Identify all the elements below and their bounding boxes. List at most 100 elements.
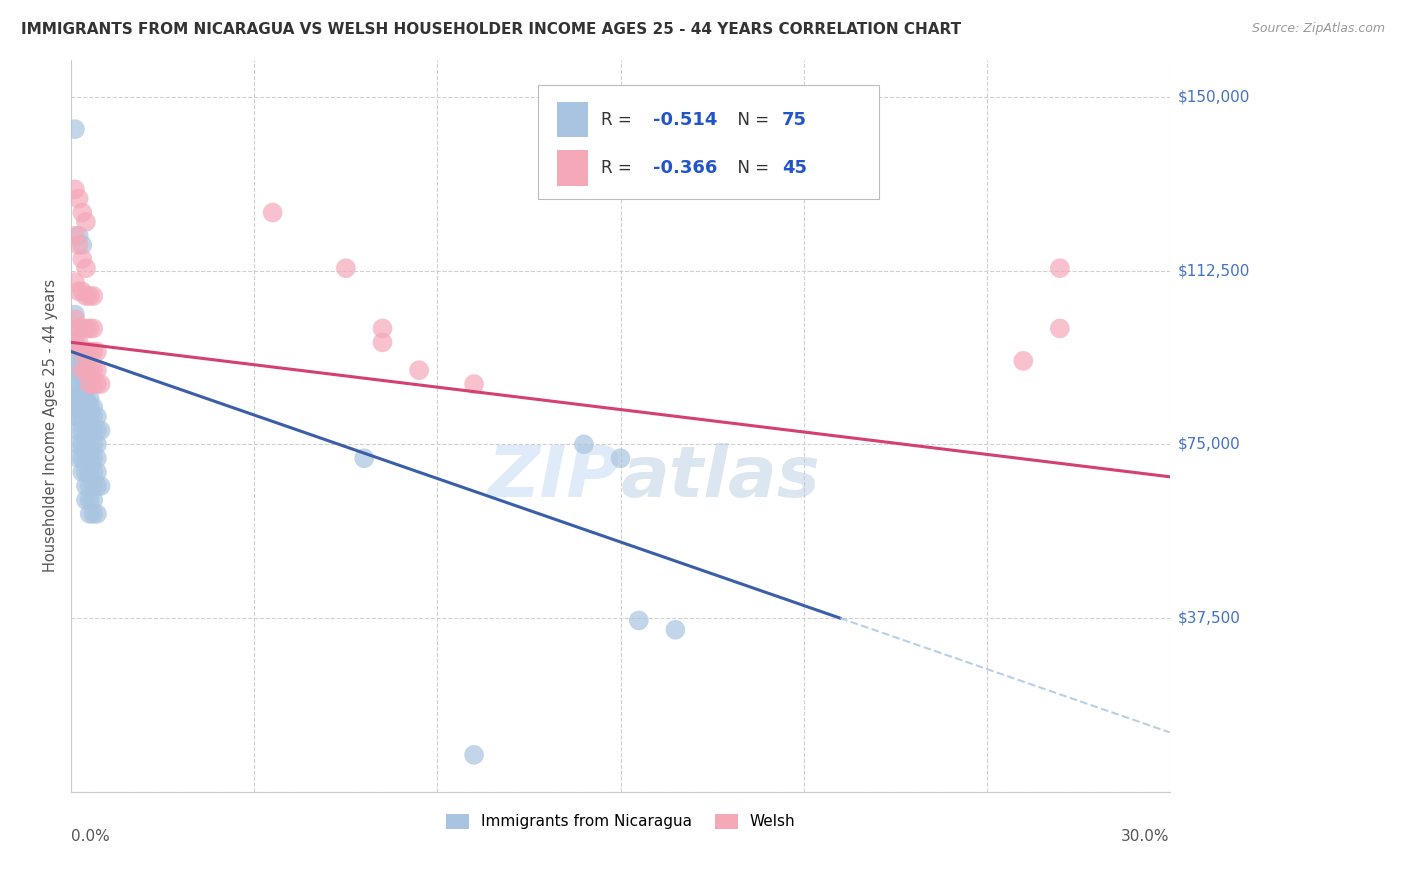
Point bbox=[335, 261, 357, 276]
Text: -0.514: -0.514 bbox=[654, 111, 718, 128]
Point bbox=[63, 401, 86, 415]
Point bbox=[82, 363, 104, 377]
Point bbox=[67, 409, 90, 424]
Point bbox=[79, 424, 101, 438]
Point bbox=[63, 312, 86, 326]
Point bbox=[90, 377, 112, 392]
Point bbox=[63, 335, 86, 350]
Point bbox=[72, 354, 94, 368]
Point bbox=[82, 492, 104, 507]
Point bbox=[72, 437, 94, 451]
Point bbox=[72, 382, 94, 396]
Point bbox=[75, 479, 97, 493]
Point bbox=[67, 321, 90, 335]
Point bbox=[82, 479, 104, 493]
Point bbox=[82, 321, 104, 335]
Point bbox=[86, 363, 108, 377]
Point bbox=[463, 377, 485, 392]
Point bbox=[353, 451, 375, 466]
Point bbox=[67, 368, 90, 382]
Point bbox=[67, 344, 90, 359]
Point bbox=[79, 391, 101, 405]
Point bbox=[86, 465, 108, 479]
Text: $37,500: $37,500 bbox=[1178, 611, 1241, 625]
Point bbox=[79, 479, 101, 493]
Point bbox=[67, 437, 90, 451]
Point bbox=[63, 122, 86, 136]
Point bbox=[75, 465, 97, 479]
Point bbox=[63, 377, 86, 392]
Point bbox=[72, 451, 94, 466]
Point bbox=[75, 424, 97, 438]
Point bbox=[72, 285, 94, 299]
Point bbox=[82, 344, 104, 359]
Point bbox=[63, 335, 86, 350]
Point bbox=[79, 409, 101, 424]
Point bbox=[75, 344, 97, 359]
Point bbox=[75, 261, 97, 276]
Point bbox=[63, 275, 86, 289]
Point bbox=[609, 451, 631, 466]
Point bbox=[262, 205, 284, 219]
Point bbox=[82, 451, 104, 466]
Point bbox=[75, 382, 97, 396]
Point bbox=[72, 391, 94, 405]
Text: 75: 75 bbox=[782, 111, 807, 128]
Point bbox=[82, 377, 104, 392]
Point bbox=[72, 368, 94, 382]
Point bbox=[67, 228, 90, 243]
Point bbox=[408, 363, 430, 377]
Point bbox=[82, 507, 104, 521]
Point bbox=[86, 437, 108, 451]
Point bbox=[79, 321, 101, 335]
Point bbox=[79, 507, 101, 521]
FancyBboxPatch shape bbox=[557, 102, 588, 137]
Point bbox=[72, 205, 94, 219]
Point bbox=[67, 451, 90, 466]
Point bbox=[79, 289, 101, 303]
Point bbox=[79, 363, 101, 377]
Point bbox=[67, 382, 90, 396]
Legend: Immigrants from Nicaragua, Welsh: Immigrants from Nicaragua, Welsh bbox=[440, 807, 801, 836]
Text: R =: R = bbox=[600, 111, 637, 128]
Point bbox=[86, 424, 108, 438]
Point bbox=[75, 289, 97, 303]
Point bbox=[75, 492, 97, 507]
Point bbox=[1049, 321, 1071, 335]
Text: $112,500: $112,500 bbox=[1178, 263, 1250, 278]
Point bbox=[67, 285, 90, 299]
Point bbox=[63, 182, 86, 196]
Text: atlas: atlas bbox=[620, 442, 820, 511]
Point bbox=[86, 451, 108, 466]
Point bbox=[75, 321, 97, 335]
Point bbox=[72, 363, 94, 377]
Text: N =: N = bbox=[727, 159, 775, 177]
Point bbox=[75, 451, 97, 466]
Point bbox=[79, 465, 101, 479]
Point bbox=[75, 215, 97, 229]
Point bbox=[86, 507, 108, 521]
Point bbox=[72, 344, 94, 359]
Point bbox=[1012, 354, 1035, 368]
Point bbox=[75, 363, 97, 377]
Point bbox=[67, 391, 90, 405]
Text: N =: N = bbox=[727, 111, 775, 128]
Point bbox=[82, 409, 104, 424]
Point bbox=[79, 451, 101, 466]
Point bbox=[63, 391, 86, 405]
Point bbox=[63, 228, 86, 243]
Point bbox=[72, 424, 94, 438]
Point bbox=[1049, 261, 1071, 276]
Point bbox=[79, 401, 101, 415]
Point bbox=[75, 437, 97, 451]
Point bbox=[67, 335, 90, 350]
Point bbox=[86, 344, 108, 359]
Text: $150,000: $150,000 bbox=[1178, 89, 1250, 104]
Point bbox=[72, 401, 94, 415]
Point bbox=[664, 623, 686, 637]
Text: 45: 45 bbox=[782, 159, 807, 177]
Point bbox=[75, 391, 97, 405]
Point bbox=[79, 437, 101, 451]
Point bbox=[79, 344, 101, 359]
Point bbox=[86, 377, 108, 392]
